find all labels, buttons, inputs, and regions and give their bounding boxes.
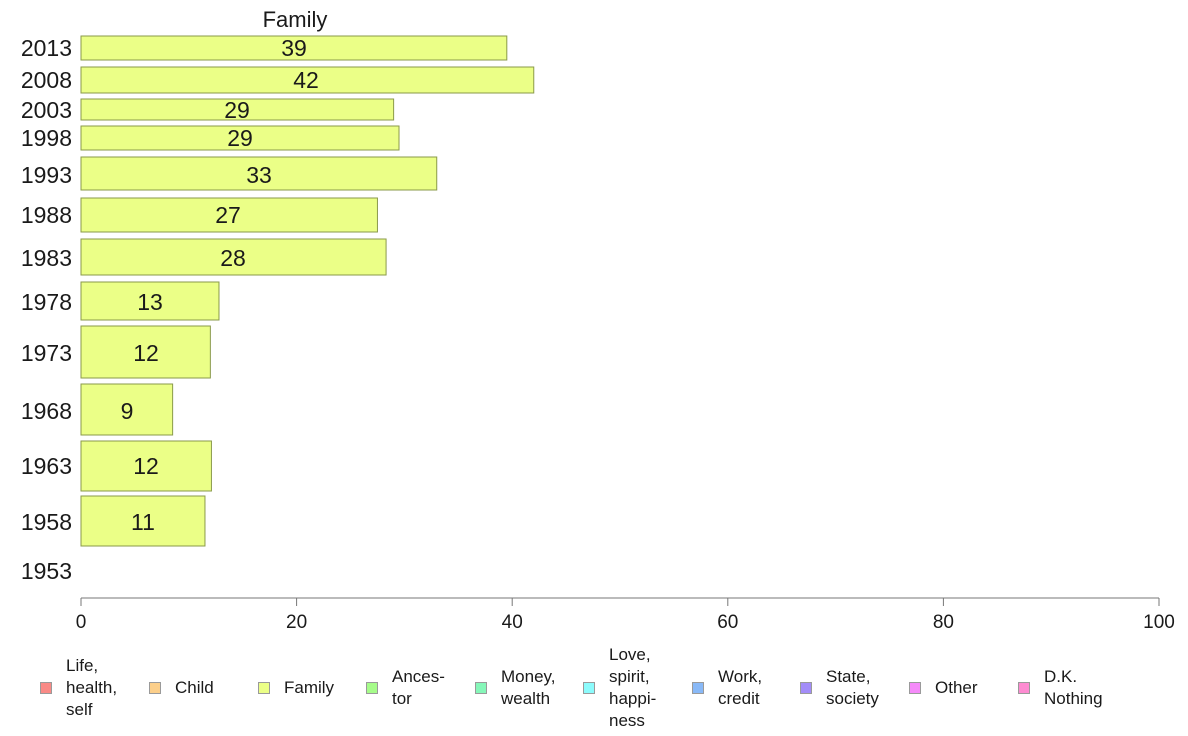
legend-label: D.K. Nothing: [1044, 667, 1103, 708]
y-tick-label: 1958: [21, 509, 72, 535]
legend-item: Life, health, self: [40, 640, 117, 736]
legend-swatch: [475, 682, 487, 694]
data-label: 33: [246, 162, 272, 188]
legend-label: Other: [935, 678, 978, 697]
y-tick-label: 2008: [21, 67, 72, 93]
legend-item: Money, wealth: [475, 640, 556, 736]
x-tick-label: 0: [76, 612, 87, 633]
data-label: 39: [281, 35, 307, 61]
data-label: 12: [133, 453, 159, 479]
legend-item: Other: [909, 640, 978, 736]
y-tick-label: 1998: [21, 125, 72, 151]
x-tick-label: 100: [1143, 612, 1175, 633]
bar: [80, 325, 211, 379]
bar: [80, 495, 206, 547]
y-tick-label: 1953: [21, 558, 72, 584]
legend-label: Work, credit: [718, 667, 763, 708]
x-tick-label: 80: [933, 612, 954, 633]
legend-swatch: [583, 682, 595, 694]
bar: [80, 197, 378, 233]
data-label: 42: [293, 67, 319, 93]
y-tick-label: 1963: [21, 453, 72, 479]
legend-swatch: [909, 682, 921, 694]
x-tick-label: 20: [286, 612, 307, 633]
bar: [80, 125, 400, 151]
legend-label: Family: [284, 678, 335, 697]
legend: Life, health, self Child Family Ances- tor M…: [0, 640, 1188, 736]
y-tick-label: 1973: [21, 340, 72, 366]
data-label: 9: [121, 398, 134, 424]
legend-item: Child: [149, 640, 214, 736]
bar: [80, 238, 387, 276]
legend-swatch: [692, 682, 704, 694]
x-tick-label: 40: [502, 612, 523, 633]
legend-swatch: [800, 682, 812, 694]
bar: [80, 156, 438, 191]
data-label: 29: [227, 125, 253, 151]
data-label: 11: [131, 509, 155, 535]
legend-item: Family: [258, 640, 334, 736]
legend-label: Life, health, self: [66, 656, 118, 719]
data-label: 12: [133, 340, 159, 366]
legend-swatch: [149, 682, 161, 694]
legend-swatch: [258, 682, 270, 694]
y-tick-label: 1983: [21, 245, 72, 271]
bar: [80, 66, 535, 94]
legend-label: Money, wealth: [501, 667, 556, 708]
legend-swatch: [366, 682, 378, 694]
bar: [80, 35, 508, 61]
legend-label: State, society: [826, 667, 879, 708]
legend-swatch: [1018, 682, 1030, 694]
legend-item: State, society: [800, 640, 879, 736]
legend-swatch: [40, 682, 52, 694]
data-label: 13: [137, 289, 163, 315]
y-tick-label: 2003: [21, 97, 72, 123]
legend-label: Child: [175, 678, 214, 697]
y-tick-label: 2013: [21, 35, 72, 61]
bar: [80, 383, 174, 436]
data-label: 27: [215, 202, 241, 228]
x-tick-label: 60: [717, 612, 738, 633]
legend-label: Ances- tor: [392, 667, 445, 708]
data-label: 28: [220, 245, 246, 271]
legend-item: Ances- tor: [366, 640, 445, 736]
legend-item: D.K. Nothing: [1018, 640, 1103, 736]
bar: [80, 440, 212, 492]
legend-item: Love, spirit, happi- ness: [583, 640, 656, 736]
bar: [80, 98, 395, 121]
data-label: 29: [224, 97, 250, 123]
y-tick-label: 1988: [21, 202, 72, 228]
y-tick-label: 1993: [21, 162, 72, 188]
y-tick-label: 1968: [21, 398, 72, 424]
x-axis: 0 20 40 60 80 100: [76, 597, 1175, 633]
y-tick-label: 1978: [21, 289, 72, 315]
chart-title: Family: [263, 7, 328, 32]
legend-label: Love, spirit, happi- ness: [609, 645, 657, 730]
bar: [80, 281, 220, 321]
legend-item: Work, credit: [692, 640, 762, 736]
